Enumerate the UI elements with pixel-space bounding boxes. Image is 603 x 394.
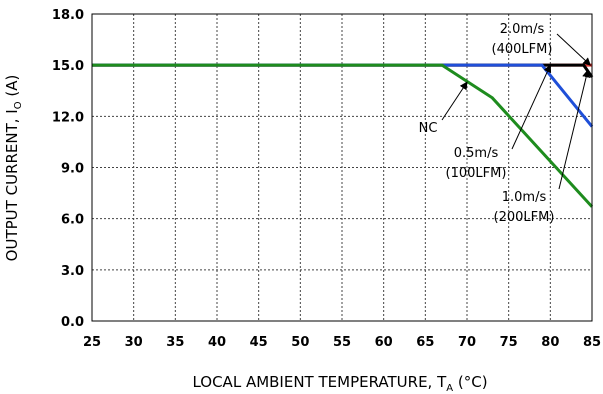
- grid-lines: [92, 14, 592, 321]
- x-tick-label: 80: [541, 335, 559, 350]
- x-axis-title: LOCAL AMBIENT TEMPERATURE, TA (°C): [192, 373, 487, 394]
- annotation-label: 2.0m/s: [500, 22, 545, 37]
- y-tick-label: 6.0: [61, 213, 84, 228]
- x-tick-label: 85: [583, 335, 601, 350]
- y-tick-label: 12.0: [52, 110, 84, 125]
- annotation-arrow: [558, 69, 591, 190]
- annotation-arrow: [441, 81, 468, 121]
- annotation-label: NC: [419, 121, 438, 136]
- x-tick-label: 50: [291, 335, 309, 350]
- annotation-arrow: [511, 64, 552, 150]
- x-tick-label: 40: [208, 335, 226, 350]
- annotation-label: (400LFM): [492, 42, 553, 57]
- y-tick-label: 18.0: [52, 8, 84, 23]
- x-tick-label: 45: [250, 335, 268, 350]
- x-tick-label: 35: [166, 335, 184, 350]
- x-tick-label: 65: [416, 335, 434, 350]
- x-tick-label: 30: [125, 335, 143, 350]
- series-line-3: [92, 63, 594, 208]
- tick-labels: 25 30 35 40 45 50 55 60 65 70 75 80 85 0.0 3.0 6.0 9.0 12…: [52, 8, 601, 350]
- y-axis-title: OUTPUT CURRENT, IO (A): [3, 75, 24, 262]
- x-tick-label: 55: [333, 335, 351, 350]
- y-tick-label: 3.0: [61, 264, 84, 279]
- annotation-label: 1.0m/s: [502, 190, 547, 205]
- y-tick-label: 9.0: [61, 162, 84, 177]
- plot-frame: [91, 13, 593, 322]
- x-tick-label: 25: [83, 335, 101, 350]
- y-tick-label: 15.0: [52, 59, 84, 74]
- x-tick-label: 70: [458, 335, 476, 350]
- axes: [91, 13, 593, 322]
- annotations: NC 0.5m/s (100LFM) 1.0m/s (200LFM) 2.0m/s (400…: [419, 22, 592, 225]
- annotation-arrow: [556, 33, 592, 66]
- annotation-label: (200LFM): [494, 210, 555, 225]
- x-tick-label: 60: [375, 335, 393, 350]
- annotation-label: (100LFM): [446, 166, 507, 181]
- annotation-label: 0.5m/s: [454, 146, 499, 161]
- x-tick-label: 75: [500, 335, 518, 350]
- y-tick-label: 0.0: [61, 315, 84, 330]
